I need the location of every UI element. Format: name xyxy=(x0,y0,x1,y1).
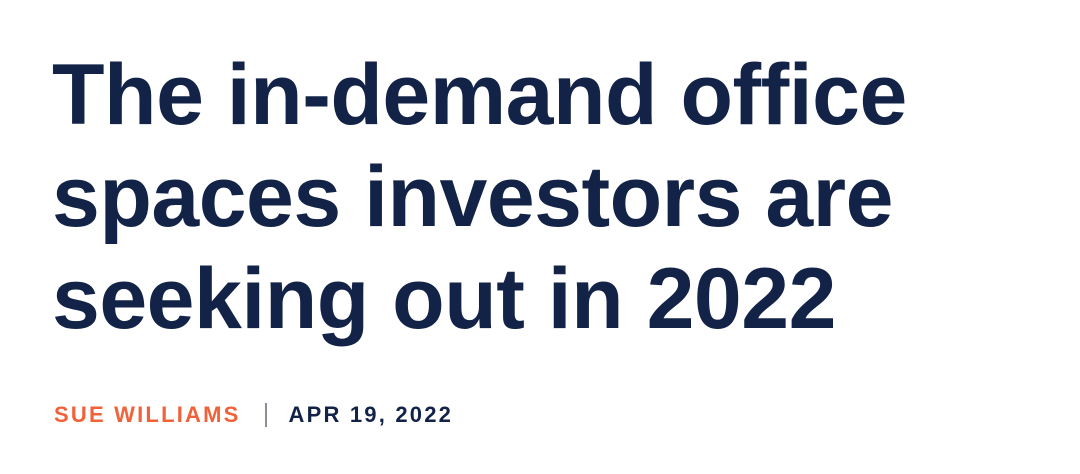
title-line: seeking out in 2022 xyxy=(52,251,836,347)
author[interactable]: SUE WILLIAMS xyxy=(54,402,241,427)
title-line: spaces investors are xyxy=(52,149,893,245)
date: APR 19, 2022 xyxy=(288,402,454,427)
article-title: The in-demand office spaces investors ar… xyxy=(52,44,907,350)
title-line: The in-demand office xyxy=(52,47,907,143)
byline: SUE WILLIAMS APR 19, 2022 xyxy=(54,402,453,428)
separator xyxy=(264,403,267,427)
